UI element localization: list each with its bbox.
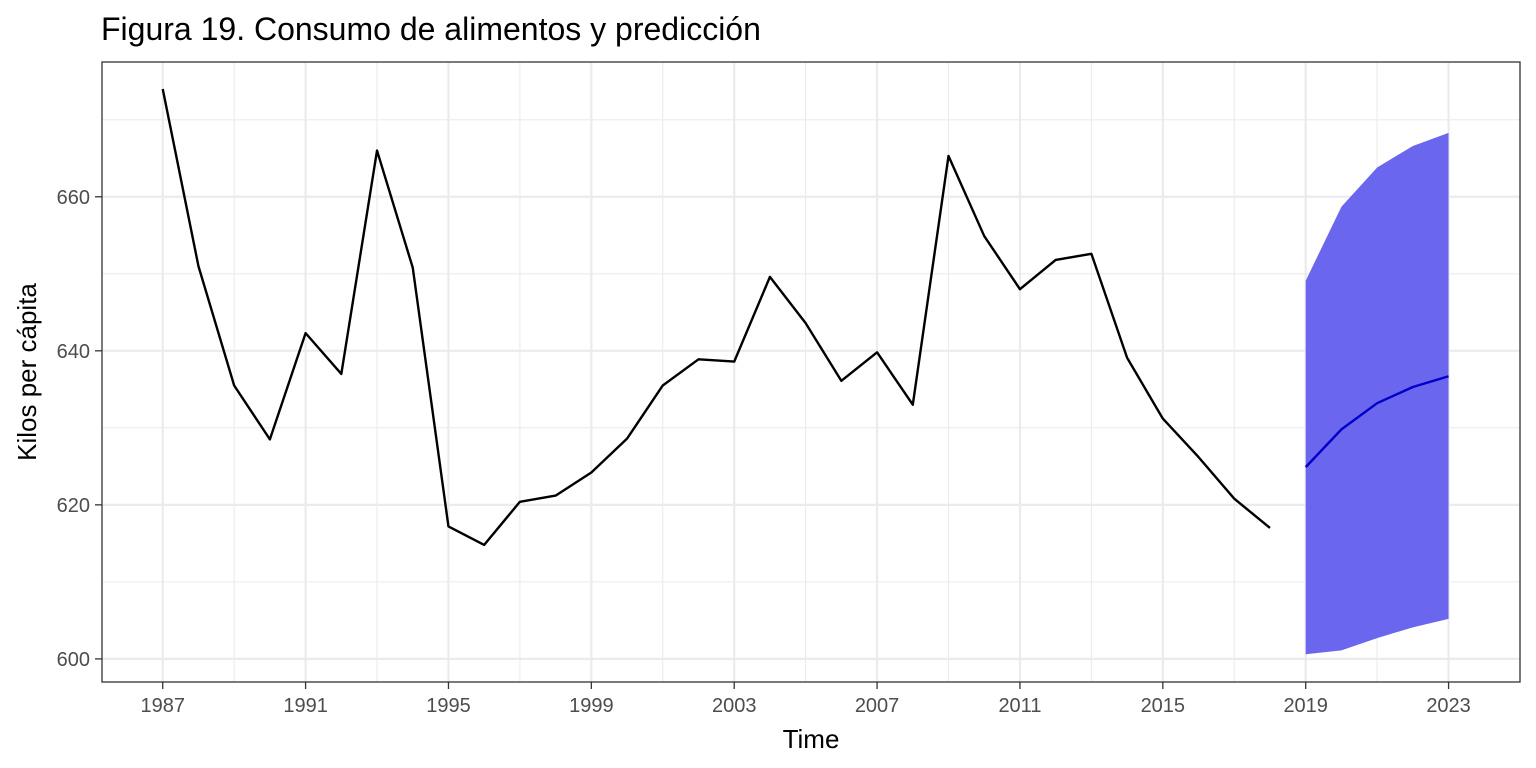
- series-lines: [161, 88, 1449, 547]
- panel-border: [101, 61, 1521, 683]
- series-line-forecast: [1304, 375, 1449, 468]
- y-tick-label: 660: [57, 187, 90, 209]
- x-axis-ticks: 1987 1991 1995 1999 2003 2007 2011 2015 2019 2023: [140, 682, 1471, 717]
- y-tick-label: 600: [57, 649, 90, 671]
- y-tick-label: 640: [57, 341, 90, 363]
- x-tick-label: 1991: [283, 695, 328, 717]
- x-tick-label: 1987: [140, 695, 185, 717]
- y-axis-ticks: 600 620 640 660: [57, 187, 102, 671]
- y-tick-label: 620: [57, 495, 90, 517]
- series-line-observed: [161, 88, 1271, 547]
- y-axis-title: Kilos per cápita: [12, 283, 42, 461]
- x-tick-label: 2011: [998, 695, 1041, 717]
- x-tick-label: 1999: [569, 695, 614, 717]
- x-tick-label: 2023: [1426, 695, 1471, 717]
- x-tick-label: 1995: [426, 695, 471, 717]
- x-axis-title: Time: [783, 724, 840, 754]
- x-tick-label: 2007: [855, 695, 900, 717]
- x-tick-label: 2003: [712, 695, 757, 717]
- chart-title: Figura 19. Consumo de alimentos y predic…: [101, 11, 761, 47]
- x-tick-label: 2015: [1141, 695, 1186, 717]
- forecast-interval: [1305, 132, 1449, 655]
- grid-minor: [102, 62, 1520, 682]
- x-tick-label: 2019: [1283, 695, 1328, 717]
- prediction-interval-band: [1305, 132, 1449, 655]
